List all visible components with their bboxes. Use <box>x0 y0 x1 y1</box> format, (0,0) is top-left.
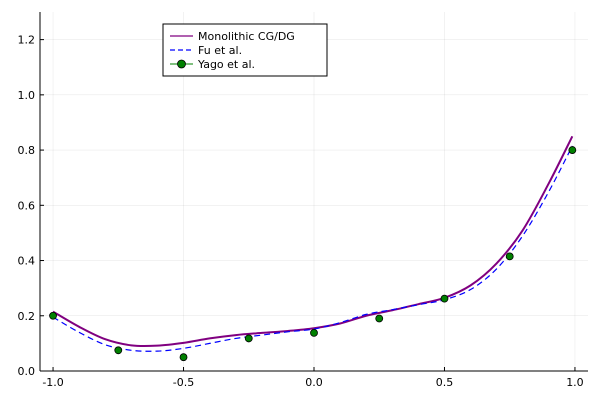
series-layer <box>49 135 577 362</box>
y-tick-label: 0.2 <box>18 310 36 323</box>
axes <box>39 12 588 372</box>
series-line-monolithic <box>52 135 574 348</box>
x-tick-label: 0.0 <box>305 376 323 389</box>
x-tick-label: -0.5 <box>173 376 194 389</box>
y-tick-label: 0.4 <box>18 255 36 268</box>
data-point-yago <box>375 314 384 323</box>
data-point-yago <box>505 252 514 261</box>
y-tick-label: 0.8 <box>18 144 36 157</box>
x-tick-label: -1.0 <box>42 376 63 389</box>
y-tick-label: 0.0 <box>18 365 36 378</box>
data-point-yago <box>440 294 449 303</box>
data-point-yago <box>49 311 57 320</box>
data-point-yago <box>244 334 253 343</box>
legend-label: Yago et al. <box>197 58 255 71</box>
legend-label: Monolithic CG/DG <box>198 30 295 43</box>
x-tick-label: 1.0 <box>566 376 584 389</box>
y-tick-label: 0.6 <box>18 199 36 212</box>
x-tick-label: 0.5 <box>436 376 454 389</box>
y-tick-label: 1.0 <box>18 89 36 102</box>
tick-labels: -1.0 -0.5 0.0 0.5 1.0 0.0 0.2 0.4 0.6 0.8 1.0 1.2 <box>18 34 584 389</box>
data-point-yago <box>114 346 123 355</box>
data-point-yago <box>310 328 318 337</box>
legend-label: Fu et al. <box>198 44 242 57</box>
data-point-yago <box>179 353 188 362</box>
legend-swatch-marker <box>177 59 186 69</box>
y-tick-label: 1.2 <box>18 34 36 47</box>
data-point-yago <box>568 146 577 154</box>
